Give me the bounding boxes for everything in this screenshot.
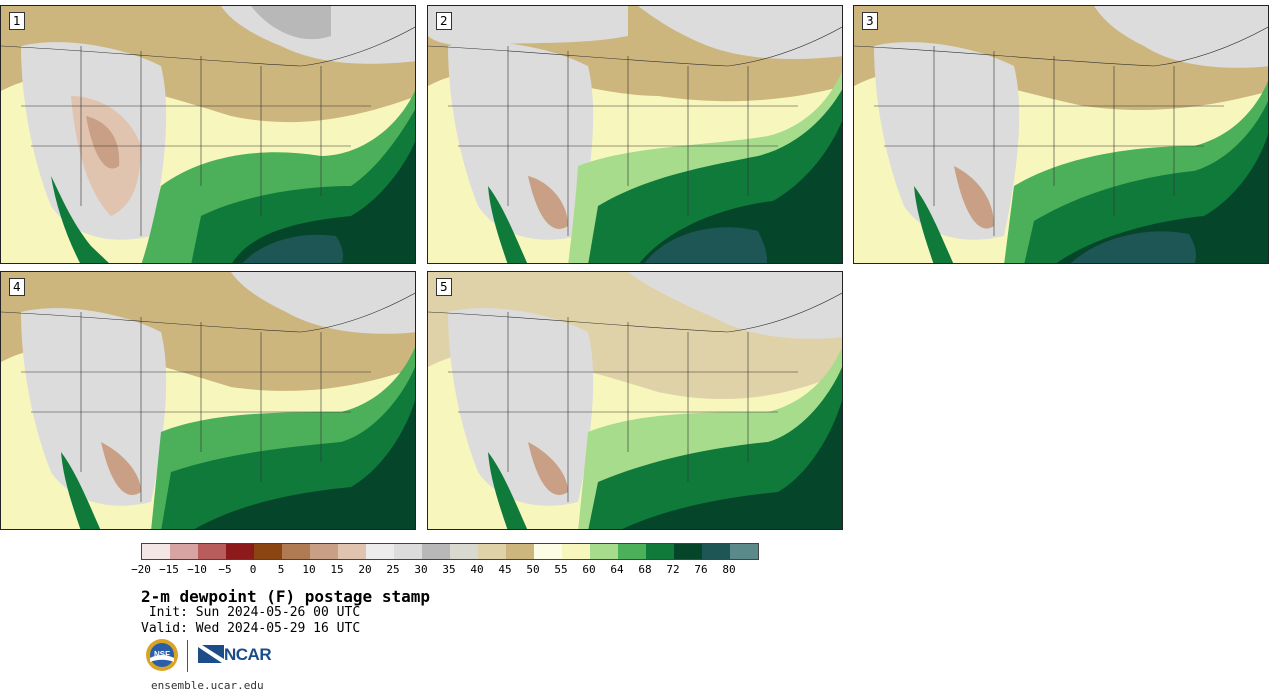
- colorbar-tick-label: 10: [302, 563, 316, 576]
- colorbar-swatch: [562, 544, 590, 559]
- map-panel-5: 5: [427, 271, 843, 530]
- colorbar-tick-label: 15: [330, 563, 344, 576]
- colorbar-tick-label: 40: [470, 563, 484, 576]
- colorbar-swatch: [506, 544, 534, 559]
- colorbar-tick-label: 5: [277, 563, 285, 576]
- dewpoint-map: [428, 272, 842, 529]
- product-title: 2-m dewpoint (F) postage stamp: [141, 587, 430, 606]
- colorbar-tick-label: 64: [610, 563, 624, 576]
- colorbar-swatch: [254, 544, 282, 559]
- map-panel-2: 2: [427, 5, 843, 264]
- colorbar-swatch: [674, 544, 702, 559]
- map-panel-3: 3: [853, 5, 1269, 264]
- map-panel-1: 1: [0, 5, 416, 264]
- colorbar-swatch: [534, 544, 562, 559]
- colorbar-swatch: [618, 544, 646, 559]
- panel-number: 1: [9, 12, 25, 30]
- colorbar-tick-label: −10: [187, 563, 207, 576]
- colorbar-tick-label: 60: [582, 563, 596, 576]
- colorbar-swatch: [170, 544, 198, 559]
- colorbar-tick-label: 55: [554, 563, 568, 576]
- colorbar-tick-label: 30: [414, 563, 428, 576]
- colorbar-swatch: [394, 544, 422, 559]
- nsf-logo-text: NSF: [154, 650, 170, 659]
- colorbar-tick-label: 25: [386, 563, 400, 576]
- colorbar: [141, 543, 759, 560]
- colorbar-swatch: [142, 544, 170, 559]
- colorbar-tick-label: 20: [358, 563, 372, 576]
- colorbar-tick-label: 50: [526, 563, 540, 576]
- colorbar-tick-label: −15: [159, 563, 179, 576]
- dewpoint-map: [854, 6, 1268, 263]
- colorbar-swatch: [282, 544, 310, 559]
- nsf-logo-icon: NSF: [146, 639, 178, 671]
- ncar-logo-text: NCAR: [224, 645, 272, 664]
- panel-number: 3: [862, 12, 878, 30]
- init-time: Init: Sun 2024-05-26 00 UTC: [141, 605, 361, 620]
- colorbar-tick-label: 80: [722, 563, 736, 576]
- colorbar-swatch: [366, 544, 394, 559]
- dewpoint-map: [428, 6, 842, 263]
- panel-number: 4: [9, 278, 25, 296]
- colorbar-tick-label: 72: [666, 563, 680, 576]
- colorbar-swatch: [478, 544, 506, 559]
- ncar-mark-icon: [198, 645, 224, 663]
- colorbar-tick-label: 76: [694, 563, 708, 576]
- colorbar-swatch: [422, 544, 450, 559]
- colorbar-swatch: [450, 544, 478, 559]
- colorbar-tick-label: −20: [131, 563, 151, 576]
- colorbar-tick-label: −5: [218, 563, 232, 576]
- colorbar-tick-label: 68: [638, 563, 652, 576]
- colorbar-tick-label: 0: [249, 563, 257, 576]
- dewpoint-map: [1, 272, 415, 529]
- colorbar-swatch: [590, 544, 618, 559]
- colorbar-tick-label: 35: [442, 563, 456, 576]
- colorbar-swatch: [646, 544, 674, 559]
- colorbar-swatch: [730, 544, 758, 559]
- colorbar-swatch: [198, 544, 226, 559]
- dewpoint-map: [1, 6, 415, 263]
- panel-number: 5: [436, 278, 452, 296]
- panel-number: 2: [436, 12, 452, 30]
- colorbar-ticks: −20 −15 −10 −5 0 5 10 15 20 25 30 35 40 45 50 55 60 64 68 7…: [131, 563, 761, 577]
- logo-divider: [187, 640, 188, 672]
- colorbar-swatch: [310, 544, 338, 559]
- colorbar-swatch: [702, 544, 730, 559]
- colorbar-swatch: [338, 544, 366, 559]
- valid-time: Valid: Wed 2024-05-29 16 UTC: [141, 621, 361, 636]
- map-panel-4: 4: [0, 271, 416, 530]
- colorbar-tick-label: 45: [498, 563, 512, 576]
- colorbar-swatch: [226, 544, 254, 559]
- site-url: ensemble.ucar.edu: [151, 679, 264, 692]
